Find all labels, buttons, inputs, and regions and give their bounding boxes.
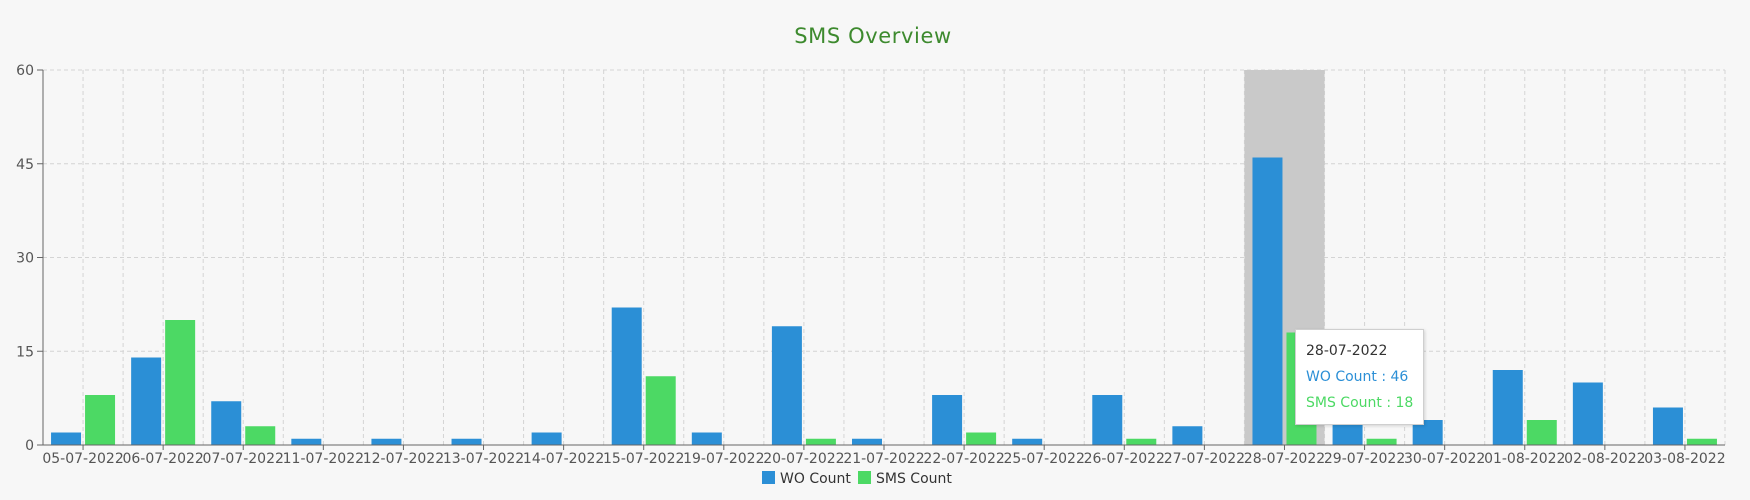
tooltip-date: 28-07-2022 [1306, 343, 1388, 359]
axis-layer: 01530456005-07-202206-07-202207-07-20221… [16, 63, 1725, 467]
x-tick-label: 29-07-2022 [1324, 451, 1405, 467]
bar-wo-count[interactable] [932, 395, 963, 445]
bar-sms-count[interactable] [85, 395, 116, 445]
x-tick-label: 22-07-2022 [923, 451, 1004, 467]
tooltip-sms-count: SMS Count : 18 [1306, 395, 1414, 411]
bar-wo-count[interactable] [691, 432, 722, 446]
x-tick-label: 25-07-2022 [1004, 451, 1085, 467]
bar-sms-count[interactable] [805, 438, 836, 445]
bar-wo-count[interactable] [611, 307, 642, 446]
bar-wo-count[interactable] [1652, 407, 1683, 446]
bar-wo-count[interactable] [371, 438, 402, 445]
bar-wo-count[interactable] [291, 438, 322, 445]
x-tick-label: 02-08-2022 [1564, 451, 1645, 467]
x-tick-label: 11-07-2022 [283, 451, 364, 467]
legend-swatch-sms-count[interactable] [858, 471, 871, 484]
bar-wo-count[interactable] [1172, 426, 1203, 445]
bar-sms-count[interactable] [645, 376, 676, 445]
x-tick-label: 21-07-2022 [843, 451, 924, 467]
bar-sms-count[interactable] [1126, 438, 1157, 445]
bar-sms-count[interactable] [245, 426, 276, 445]
legend-label-sms-count[interactable]: SMS Count [876, 471, 952, 487]
x-tick-label: 13-07-2022 [443, 451, 524, 467]
x-tick-label: 15-07-2022 [603, 451, 684, 467]
bar-sms-count[interactable] [1366, 438, 1397, 445]
chart-title: SMS Overview [794, 24, 952, 48]
bar-wo-count[interactable] [451, 438, 482, 445]
x-tick-label: 03-08-2022 [1644, 451, 1725, 467]
bar-sms-count[interactable] [165, 320, 196, 445]
y-tick-label: 0 [25, 438, 34, 454]
chart-tooltip: 28-07-2022 WO Count : 46 SMS Count : 18 [1295, 329, 1425, 425]
x-tick-label: 20-07-2022 [763, 451, 844, 467]
x-tick-label: 30-07-2022 [1404, 451, 1485, 467]
x-tick-label: 19-07-2022 [683, 451, 764, 467]
bar-wo-count[interactable] [1252, 157, 1283, 446]
bar-wo-count[interactable] [51, 432, 82, 446]
bar-wo-count[interactable] [852, 438, 882, 445]
bar-sms-count[interactable] [966, 432, 997, 446]
y-tick-label: 30 [16, 251, 34, 267]
x-tick-label: 27-07-2022 [1164, 451, 1245, 467]
legend: WO Count SMS Count [762, 471, 952, 487]
bar-wo-count[interactable] [1092, 395, 1123, 445]
bar-wo-count[interactable] [211, 401, 242, 445]
legend-swatch-wo-count[interactable] [762, 471, 775, 484]
bar-wo-count[interactable] [771, 326, 802, 445]
bar-sms-count[interactable] [1526, 420, 1557, 445]
bar-wo-count[interactable] [531, 432, 562, 446]
bar-wo-count[interactable] [131, 357, 162, 446]
x-tick-label: 01-08-2022 [1484, 451, 1565, 467]
x-tick-label: 12-07-2022 [363, 451, 444, 467]
grid-layer [43, 69, 1726, 445]
x-tick-label: 28-07-2022 [1244, 451, 1325, 467]
bar-wo-count[interactable] [1572, 382, 1603, 446]
y-tick-label: 60 [16, 63, 34, 79]
bar-sms-count[interactable] [1686, 438, 1717, 445]
x-tick-label: 26-07-2022 [1084, 451, 1165, 467]
tooltip-wo-count: WO Count : 46 [1306, 369, 1409, 385]
x-tick-label: 14-07-2022 [523, 451, 604, 467]
bar-wo-count[interactable] [1012, 438, 1043, 445]
x-tick-label: 06-07-2022 [122, 451, 203, 467]
bar-wo-count[interactable] [1492, 370, 1523, 445]
y-tick-label: 15 [16, 344, 34, 360]
legend-label-wo-count[interactable]: WO Count [780, 471, 851, 487]
y-tick-label: 45 [16, 157, 34, 173]
x-tick-label: 05-07-2022 [42, 451, 123, 467]
x-tick-label: 07-07-2022 [203, 451, 284, 467]
